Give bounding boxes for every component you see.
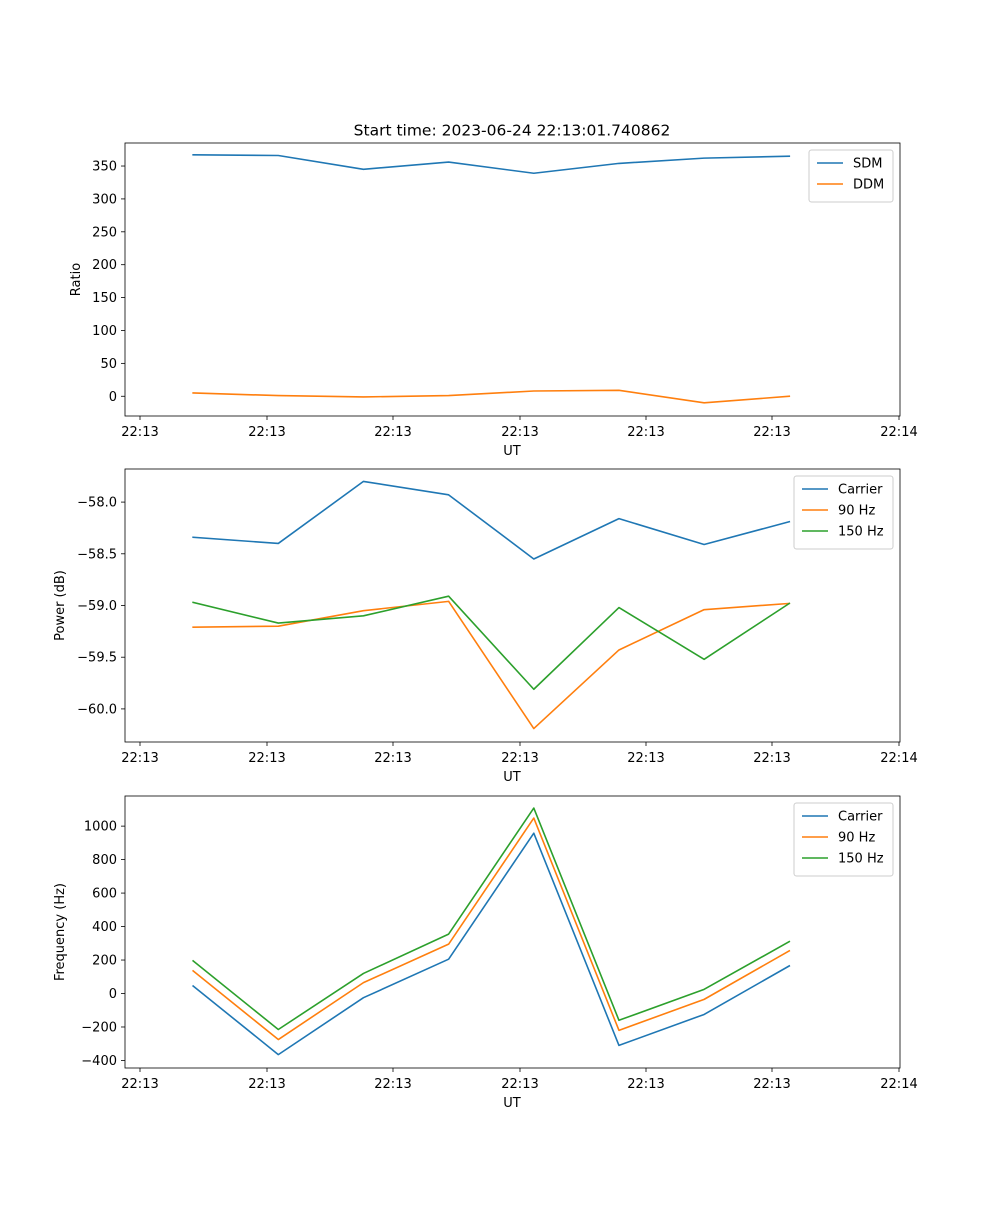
y-tick-label: 200 xyxy=(92,954,117,969)
x-tick-label: 22:13 xyxy=(248,425,285,440)
y-tick-label: −200 xyxy=(81,1020,117,1035)
x-tick-label: 22:13 xyxy=(121,1077,158,1092)
legend: SDM DDM xyxy=(808,149,894,203)
legend-label: 90 Hz xyxy=(838,831,875,846)
x-tick-label: 22:13 xyxy=(248,751,285,766)
y-tick-label: 250 xyxy=(92,225,117,240)
legend: Carrier 90 Hz 150 Hz xyxy=(793,475,894,550)
legend-label: Carrier xyxy=(838,810,883,825)
x-tick-label: 22:13 xyxy=(501,425,538,440)
y-axis-label: Frequency (Hz) xyxy=(53,883,68,981)
x-tick-label: 22:13 xyxy=(753,1077,790,1092)
y-tick-label: 350 xyxy=(92,160,117,175)
series-line-90-hz xyxy=(192,600,791,730)
y-tick-label: −58.0 xyxy=(77,496,117,511)
x-tick-label: 22:13 xyxy=(374,751,411,766)
x-tick-label: 22:13 xyxy=(501,1077,538,1092)
x-tick-label: 22:13 xyxy=(248,1077,285,1092)
x-tick-label: 22:13 xyxy=(501,751,538,766)
x-tick-label: 22:13 xyxy=(121,425,158,440)
x-tick-label: 22:14 xyxy=(880,1077,917,1092)
chart-panel-1: 22:13 22:13 22:13 22:13 22:13 22:13 22:14 0 50 10… xyxy=(69,142,918,459)
x-tick-label: 22:13 xyxy=(753,425,790,440)
x-tick-label: 22:13 xyxy=(627,1077,664,1092)
y-tick-label: 50 xyxy=(100,357,117,372)
y-tick-label: 200 xyxy=(92,258,117,273)
legend-label: 150 Hz xyxy=(838,525,884,540)
y-tick-label: 100 xyxy=(92,324,117,339)
y-tick-label: 400 xyxy=(92,920,117,935)
y-axis-label: Power (dB) xyxy=(53,570,68,641)
plot-area-frame xyxy=(124,142,901,417)
y-tick-label: 150 xyxy=(92,291,117,306)
x-tick-label: 22:13 xyxy=(627,751,664,766)
x-axis-label: UT xyxy=(503,1096,521,1111)
x-tick-label: 22:14 xyxy=(880,425,917,440)
series-line-90-hz xyxy=(192,817,791,1041)
x-tick-label: 22:13 xyxy=(374,1077,411,1092)
x-axis-label: UT xyxy=(503,444,521,459)
series-line-150-hz xyxy=(192,807,791,1031)
legend-label: SDM xyxy=(853,157,882,172)
series-line-carrier xyxy=(192,832,791,1056)
chart-panel-3: 22:13 22:13 22:13 22:13 22:13 22:13 22:14 −400 −… xyxy=(53,795,918,1111)
x-axis-label: UT xyxy=(503,770,521,785)
x-tick-label: 22:13 xyxy=(627,425,664,440)
y-tick-label: −58.5 xyxy=(77,547,117,562)
y-tick-label: 600 xyxy=(92,887,117,902)
x-tick-label: 22:14 xyxy=(880,751,917,766)
legend-label: 90 Hz xyxy=(838,504,875,519)
y-tick-label: −59.5 xyxy=(77,651,117,666)
y-tick-label: −60.0 xyxy=(77,702,117,717)
plot-area-frame xyxy=(124,795,901,1069)
y-tick-label: 300 xyxy=(92,192,117,207)
y-tick-label: 1000 xyxy=(84,820,117,835)
y-tick-label: 0 xyxy=(109,987,117,1002)
legend-label: DDM xyxy=(853,178,884,193)
series-line-150-hz xyxy=(192,595,791,691)
y-tick-label: −400 xyxy=(81,1054,117,1069)
series-line-carrier xyxy=(192,480,791,560)
chart-title: Start time: 2023-06-24 22:13:01.740862 xyxy=(354,122,671,140)
y-axis-label: Ratio xyxy=(69,263,84,296)
y-tick-label: 800 xyxy=(92,853,117,868)
legend-label: Carrier xyxy=(838,483,883,498)
y-tick-label: 0 xyxy=(109,390,117,405)
series-line-sdm xyxy=(192,154,791,175)
y-tick-label: −59.0 xyxy=(77,599,117,614)
x-tick-label: 22:13 xyxy=(753,751,790,766)
x-tick-label: 22:13 xyxy=(121,751,158,766)
legend-label: 150 Hz xyxy=(838,852,884,867)
series-line-ddm xyxy=(192,389,791,404)
chart-panel-2: 22:13 22:13 22:13 22:13 22:13 22:13 22:14 −58.0… xyxy=(53,468,918,785)
x-tick-label: 22:13 xyxy=(374,425,411,440)
legend: Carrier 90 Hz 150 Hz xyxy=(793,802,894,877)
